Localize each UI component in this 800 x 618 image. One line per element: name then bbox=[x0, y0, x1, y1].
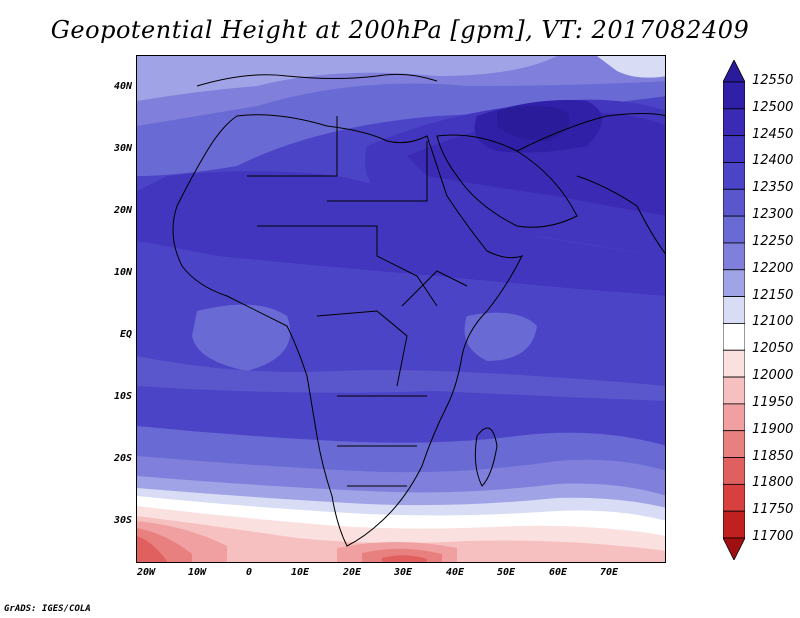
lon-label: 10W bbox=[187, 567, 207, 578]
lon-label: 10E bbox=[290, 567, 310, 578]
lon-label: 50E bbox=[496, 567, 516, 578]
colorbar-level-label: 12150 bbox=[752, 287, 794, 303]
contour-field bbox=[137, 56, 665, 562]
colorbar bbox=[723, 60, 745, 560]
colorbar-level-label: 11900 bbox=[752, 421, 794, 437]
colorbar-swatch bbox=[723, 108, 745, 137]
colorbar-swatch bbox=[723, 162, 745, 190]
colorbar-level-label: 12550 bbox=[752, 73, 794, 88]
colorbar-swatch bbox=[723, 242, 745, 271]
colorbar-swatch bbox=[723, 537, 745, 560]
colorbar-level-label: 11850 bbox=[752, 448, 794, 464]
colorbar-swatch bbox=[723, 376, 745, 405]
colorbar-level-label: 12000 bbox=[752, 368, 794, 384]
colorbar-level-label: 12500 bbox=[752, 99, 794, 115]
colorbar-swatch bbox=[723, 323, 745, 351]
lat-label: 20N bbox=[113, 205, 132, 216]
colorbar-level-label: 12400 bbox=[752, 153, 794, 169]
colorbar-level-label: 12450 bbox=[752, 126, 794, 142]
colorbar-swatch bbox=[723, 296, 745, 324]
colorbar-level-label: 11700 bbox=[752, 529, 794, 544]
colorbar-swatch bbox=[723, 457, 745, 485]
colorbar-level-label: 12250 bbox=[752, 233, 794, 249]
lon-label: 0 bbox=[245, 567, 253, 578]
colorbar-level-label: 12050 bbox=[752, 341, 794, 357]
lat-label: 40N bbox=[113, 81, 132, 92]
lon-label: 20E bbox=[342, 567, 362, 578]
colorbar-swatch bbox=[723, 135, 745, 163]
lat-label: 20S bbox=[113, 453, 132, 464]
colorbar-level-label: 12200 bbox=[752, 260, 794, 276]
colorbar-swatch bbox=[723, 188, 745, 217]
lat-label: 30N bbox=[113, 143, 132, 154]
colorbar-level-label: 12300 bbox=[752, 207, 794, 223]
grads-credit: GrADS: IGES/COLA bbox=[4, 604, 91, 614]
colorbar-level-label: 11800 bbox=[752, 475, 794, 491]
colorbar-swatch bbox=[723, 349, 745, 378]
colorbar-swatch bbox=[723, 60, 745, 83]
colorbar-swatch bbox=[723, 269, 745, 297]
colorbar-level-label: 11950 bbox=[752, 394, 794, 410]
colorbar-swatch bbox=[723, 430, 745, 458]
map-panel bbox=[136, 55, 666, 563]
colorbar-swatch bbox=[723, 403, 745, 432]
lon-label: 70E bbox=[599, 567, 619, 578]
map-title: Geopotential Height at 200hPa [gpm], VT:… bbox=[50, 16, 750, 44]
lon-label: 60E bbox=[548, 567, 568, 578]
colorbar-level-label: 12100 bbox=[752, 314, 794, 330]
colorbar-swatch bbox=[723, 215, 745, 244]
coastline bbox=[172, 73, 665, 547]
colorbar-level-label: 12350 bbox=[752, 180, 794, 196]
colorbar-swatch bbox=[723, 81, 745, 110]
lat-label: EQ bbox=[119, 329, 132, 340]
lat-label: 30S bbox=[113, 515, 132, 526]
colorbar-swatch bbox=[723, 483, 745, 512]
colorbar-level-label: 11750 bbox=[752, 502, 794, 518]
lat-label: 10S bbox=[113, 391, 132, 402]
lat-label: 10N bbox=[113, 267, 132, 278]
colorbar-swatch bbox=[723, 510, 745, 539]
lon-label: 30E bbox=[393, 567, 413, 578]
lon-label: 20W bbox=[136, 567, 156, 578]
lon-label: 40E bbox=[445, 567, 465, 578]
